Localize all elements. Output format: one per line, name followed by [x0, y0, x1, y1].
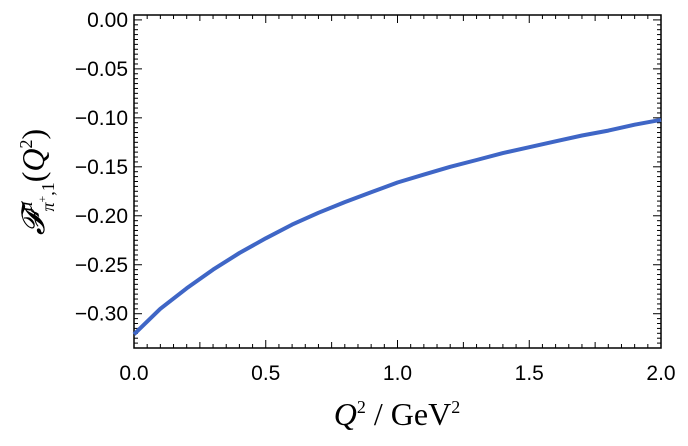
y-axis-label: 𝓕uπ+,1(Q2) [15, 129, 58, 235]
y-tick-label: −0.30 [75, 303, 128, 326]
x-tick-label: 1.0 [383, 362, 412, 385]
axis-ticks [133, 15, 662, 349]
series-line [132, 117, 662, 336]
y-tick-label: −0.20 [75, 205, 128, 228]
y-tick-label: 0.00 [87, 9, 128, 32]
y-tick-label: −0.05 [75, 58, 128, 81]
series-group [132, 117, 662, 336]
x-tick-label: 0.0 [119, 362, 148, 385]
x-axis-label: Q2 / GeV2 [334, 396, 460, 432]
y-tick-label: −0.15 [75, 156, 128, 179]
x-tick-label: 0.5 [251, 362, 280, 385]
y-tick-label: −0.25 [75, 254, 128, 277]
x-tick-label: 2.0 [646, 362, 675, 385]
x-tick-label: 1.5 [515, 362, 544, 385]
x-tick-labels: 0.0 0.5 1.0 1.5 2.0 [119, 362, 675, 385]
y-tick-label: −0.10 [75, 107, 128, 130]
y-tick-labels: 0.00 −0.05 −0.10 −0.15 −0.20 −0.25 −0.30 [75, 9, 128, 326]
